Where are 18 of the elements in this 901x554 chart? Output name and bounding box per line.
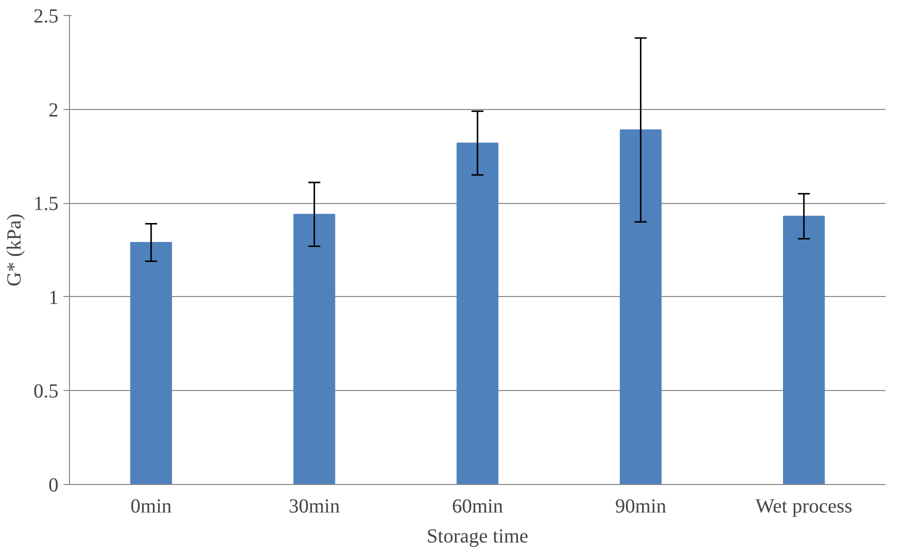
y-tick-label: 0 <box>48 474 58 496</box>
x-tick-label: 60min <box>452 496 504 518</box>
bar <box>130 242 172 484</box>
y-tick-label: 1 <box>48 286 58 309</box>
bar <box>293 214 336 484</box>
y-tick-label: 2.5 <box>34 6 58 28</box>
x-tick-label: Wet process <box>756 496 852 518</box>
y-axis-title: G* (kPa) <box>4 214 26 286</box>
bar <box>783 216 825 484</box>
y-tick-label: 2 <box>48 99 58 122</box>
x-axis-title: Storage time <box>426 526 528 548</box>
bar <box>620 129 662 484</box>
x-tick-label: 30min <box>288 496 340 518</box>
y-tick-label: 0.5 <box>34 380 58 403</box>
x-tick-label: 0min <box>130 496 172 518</box>
x-tick-label: 90min <box>615 496 666 518</box>
bar <box>456 142 498 484</box>
y-tick-label: 1.5 <box>34 193 58 216</box>
